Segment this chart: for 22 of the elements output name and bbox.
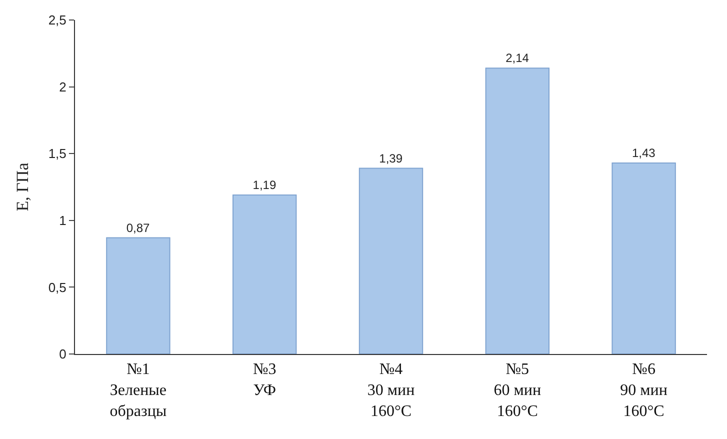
bar — [106, 237, 170, 354]
y-tick-label: 1,5 — [48, 146, 66, 162]
data-label: 2,14 — [506, 51, 530, 66]
y-tick-label: 0 — [59, 346, 66, 362]
x-tick-label: №1 Зеленые образцы — [110, 361, 167, 420]
data-label: 0,87 — [126, 220, 150, 235]
x-tick-label: №3 УФ — [252, 361, 276, 399]
data-label: 1,43 — [632, 146, 656, 160]
y-tick-label: 1 — [59, 212, 66, 228]
bar — [612, 162, 676, 354]
bar — [485, 68, 550, 354]
y-tick-label: 2 — [59, 79, 66, 94]
y-tick-label: 2,5 — [48, 12, 66, 28]
bar — [232, 194, 297, 354]
data-label: 1,19 — [252, 178, 276, 192]
y-axis-title: Е, ГПа — [12, 162, 32, 212]
x-tick-label: №4 30 мин 160°C — [367, 361, 416, 420]
data-label: 1,39 — [379, 151, 403, 166]
bar — [358, 168, 424, 354]
x-tick-label: №5 60 мин 160°C — [494, 361, 542, 420]
x-tick-label: №6 90 мин 160°C — [620, 361, 668, 420]
y-tick-label: 0,5 — [48, 280, 66, 295]
